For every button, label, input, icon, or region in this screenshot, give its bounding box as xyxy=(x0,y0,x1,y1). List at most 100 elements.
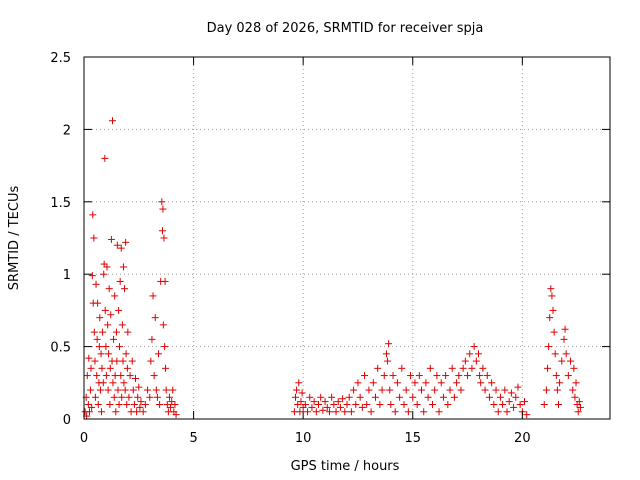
data-point xyxy=(396,393,404,401)
data-point xyxy=(100,270,108,278)
data-point xyxy=(88,403,96,411)
data-point xyxy=(455,372,463,380)
data-point xyxy=(141,401,149,409)
data-point xyxy=(564,372,572,380)
data-point xyxy=(128,357,136,365)
data-point xyxy=(386,386,394,394)
data-point xyxy=(550,328,558,336)
data-point xyxy=(365,386,373,394)
data-point xyxy=(153,393,161,401)
data-point xyxy=(514,383,522,391)
data-point xyxy=(118,321,126,329)
y-tick-label: 1.5 xyxy=(50,196,71,211)
data-point xyxy=(92,280,100,288)
data-point xyxy=(336,403,344,411)
data-point xyxy=(510,403,518,411)
data-point xyxy=(171,401,179,409)
data-point xyxy=(116,343,124,351)
data-point xyxy=(485,393,493,401)
data-point xyxy=(330,401,338,409)
data-point xyxy=(442,372,450,380)
data-point xyxy=(512,393,520,401)
data-point xyxy=(501,386,509,394)
data-point xyxy=(503,408,511,416)
data-point xyxy=(317,393,325,401)
data-point xyxy=(106,401,114,409)
data-point xyxy=(123,401,131,409)
data-point xyxy=(295,379,303,387)
data-point xyxy=(545,343,553,351)
data-point xyxy=(103,263,111,271)
data-point xyxy=(439,393,447,401)
data-point xyxy=(523,411,531,419)
data-point xyxy=(99,379,107,387)
data-point xyxy=(117,372,125,380)
data-point xyxy=(413,401,421,409)
data-point xyxy=(378,386,386,394)
data-point xyxy=(151,314,159,322)
data-point xyxy=(124,328,132,336)
data-point xyxy=(118,393,126,401)
data-point xyxy=(574,408,582,416)
data-point xyxy=(576,403,584,411)
data-point xyxy=(472,357,480,365)
data-point xyxy=(418,386,426,394)
data-point xyxy=(310,398,318,406)
data-point xyxy=(562,350,570,358)
data-point xyxy=(121,386,129,394)
data-point xyxy=(136,403,144,411)
data-point xyxy=(437,379,445,387)
data-point xyxy=(97,350,105,358)
data-point xyxy=(159,321,167,329)
data-point xyxy=(98,364,106,372)
data-point xyxy=(312,408,320,416)
data-point xyxy=(123,364,131,372)
data-point xyxy=(470,343,478,351)
data-point xyxy=(83,372,91,380)
data-point xyxy=(549,306,557,314)
x-tick-label: 5 xyxy=(189,431,197,446)
x-tick-label: 20 xyxy=(514,431,531,446)
data-point xyxy=(90,328,98,336)
data-point xyxy=(113,357,121,365)
data-point xyxy=(108,117,116,125)
data-point xyxy=(122,350,130,358)
data-point xyxy=(87,364,95,372)
data-point xyxy=(134,393,142,401)
data-point xyxy=(363,401,371,409)
data-point xyxy=(160,234,168,242)
data-point xyxy=(294,401,302,409)
data-point xyxy=(119,357,127,365)
data-point xyxy=(147,357,155,365)
data-point xyxy=(304,408,312,416)
data-point xyxy=(488,379,496,387)
data-point xyxy=(110,335,118,343)
data-point xyxy=(85,408,93,416)
data-point xyxy=(385,340,393,348)
data-point xyxy=(328,393,336,401)
data-point xyxy=(571,393,579,401)
data-point xyxy=(382,350,390,358)
data-point xyxy=(420,408,428,416)
data-point xyxy=(444,401,452,409)
data-point xyxy=(117,244,125,252)
data-point xyxy=(459,364,467,372)
y-tick-label: 1 xyxy=(63,268,71,283)
plot-frame xyxy=(83,56,611,420)
data-point xyxy=(567,357,575,365)
data-point xyxy=(339,395,347,403)
data-point xyxy=(130,401,138,409)
data-point xyxy=(158,227,166,235)
data-point xyxy=(122,238,130,246)
data-point xyxy=(90,234,98,242)
data-point xyxy=(415,372,423,380)
data-point xyxy=(168,398,176,406)
data-point xyxy=(93,335,101,343)
ticks-layer: 0 0.5 1 1.5 2 2.5 0 5 10 15 20 xyxy=(50,51,610,446)
y-tick-label: 0.5 xyxy=(50,341,71,356)
data-point xyxy=(393,379,401,387)
data-point xyxy=(572,379,580,387)
data-point xyxy=(409,393,417,401)
data-point xyxy=(120,379,128,387)
grid-layer xyxy=(84,57,610,419)
